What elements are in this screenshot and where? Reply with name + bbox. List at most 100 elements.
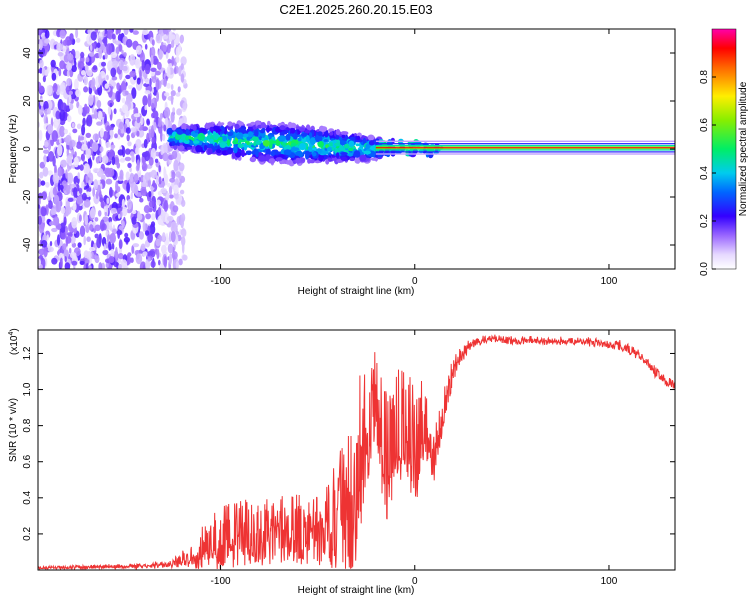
spectrogram-cell: [284, 156, 288, 160]
spectrogram-cell: [142, 29, 149, 36]
spectrogram-cell: [56, 42, 63, 52]
spectrogram-cell: [124, 90, 129, 96]
spectrogram-cell: [156, 248, 160, 260]
spectrogram-cell: [155, 116, 159, 126]
spectrogram-cell: [159, 112, 163, 120]
spectrogram-cell: [219, 125, 225, 134]
spectrogram-cell: [104, 211, 108, 217]
spectrogram-cell: [105, 263, 109, 268]
spectrogram-cell: [111, 33, 116, 40]
spectrogram-cell: [171, 171, 176, 180]
spectrogram-cell: [83, 86, 89, 93]
spectrogram-cell: [104, 83, 110, 89]
spectrogram-cell: [151, 102, 155, 110]
spectrogram-cell: [108, 221, 113, 227]
spectrogram-cell: [178, 145, 185, 151]
spectrogram-cell: [170, 231, 176, 243]
spectrogram-cell: [135, 253, 143, 265]
spectrogram-cell: [102, 131, 109, 141]
spectrogram-cell: [89, 224, 94, 231]
spectrogram-cell: [60, 82, 66, 93]
spectrogram-cell: [155, 175, 159, 186]
spectrogram-cell: [140, 117, 144, 125]
spectrogram-cell: [137, 213, 143, 221]
spectrogram-cell: [40, 206, 46, 217]
spectrogram-cell: [253, 141, 257, 147]
spectrogram-cell: [135, 146, 140, 155]
spectrogram-y-tick-label: 20: [22, 95, 33, 107]
spectrogram-cell: [42, 75, 47, 83]
spectrogram-cell: [38, 178, 42, 188]
spectrogram-cell: [44, 69, 49, 76]
spectrogram-cell: [69, 252, 77, 259]
spectrogram-cell: [207, 147, 213, 155]
spectrogram-cell: [129, 151, 135, 157]
spectrogram-cell: [67, 232, 73, 237]
spectrogram-cell: [146, 118, 150, 125]
spectrogram-cell: [66, 115, 72, 123]
spectrogram-cell: [66, 62, 73, 71]
spectrogram-cell: [167, 243, 174, 254]
spectrogram-cell: [279, 125, 286, 131]
spectrogram-cell: [335, 152, 340, 159]
spectrogram-cell: [179, 189, 185, 195]
spectrogram-cell: [356, 135, 361, 141]
spectrogram-cell: [118, 59, 124, 71]
spectrogram-cell: [55, 201, 62, 213]
spectrogram-cell: [181, 241, 185, 254]
spectrogram-cell: [157, 207, 162, 216]
spectrogram-cell: [317, 141, 324, 148]
spectrogram-cell: [66, 184, 71, 195]
spectrogram-cell: [39, 59, 44, 68]
spectrogram-cell: [152, 78, 156, 84]
colorbar-tick-label: 0.2: [699, 214, 710, 228]
spectrogram-cell: [107, 105, 112, 116]
spectrogram-cell: [118, 239, 123, 250]
spectrogram-cell: [91, 141, 99, 153]
spectrogram-cell: [39, 38, 43, 51]
spectrogram-cell: [60, 207, 66, 214]
spectrogram-cell: [65, 205, 72, 215]
spectrogram-cell: [126, 182, 130, 194]
spectrogram-cell: [121, 198, 125, 209]
spectrogram-cell: [83, 163, 91, 175]
spectrogram-cell: [83, 199, 91, 208]
spectrogram-cell: [71, 217, 78, 229]
spectrogram-cell: [87, 141, 91, 149]
spectrogram-cell: [164, 107, 171, 118]
spectrogram-cell: [81, 153, 85, 162]
spectrogram-cell: [97, 210, 102, 217]
spectrogram-cell: [47, 84, 53, 96]
spectrogram-cell: [93, 179, 99, 191]
spectrogram-cell: [227, 121, 233, 127]
spectrogram-cell: [111, 76, 118, 81]
spectrogram-cell: [268, 158, 276, 164]
spectrogram-cell: [213, 132, 219, 140]
spectrogram-cell: [102, 249, 109, 256]
spectrogram-cell: [57, 144, 63, 157]
spectrogram-line-band: [375, 147, 675, 149]
spectrogram-cell: [170, 221, 177, 233]
snr-y-tick-label: 0.4: [22, 490, 33, 504]
spectrogram-cell: [49, 221, 56, 226]
spectrogram-cell: [151, 213, 156, 221]
spectrogram-cell: [96, 100, 102, 109]
spectrogram-cell: [91, 77, 96, 89]
spectrogram-cell: [140, 181, 148, 188]
spectrogram-line-band: [375, 149, 675, 151]
spectrogram-cell: [134, 184, 139, 196]
spectrogram-cell: [180, 217, 184, 229]
spectrogram-cell: [121, 80, 126, 92]
spectrogram-cell: [39, 171, 44, 179]
spectrogram-cell: [71, 260, 78, 266]
spectrogram-cell: [126, 208, 132, 214]
spectrogram-cell: [103, 243, 107, 251]
spectrogram-cell: [123, 52, 127, 57]
spectrogram-cell: [41, 191, 47, 201]
spectrogram-cell: [99, 146, 104, 153]
spectrogram-cell: [168, 253, 173, 265]
spectrogram-cell: [117, 228, 121, 239]
spectrogram-cell: [368, 140, 375, 146]
spectrogram-cell: [249, 156, 257, 163]
spectrogram-cell: [157, 61, 162, 70]
